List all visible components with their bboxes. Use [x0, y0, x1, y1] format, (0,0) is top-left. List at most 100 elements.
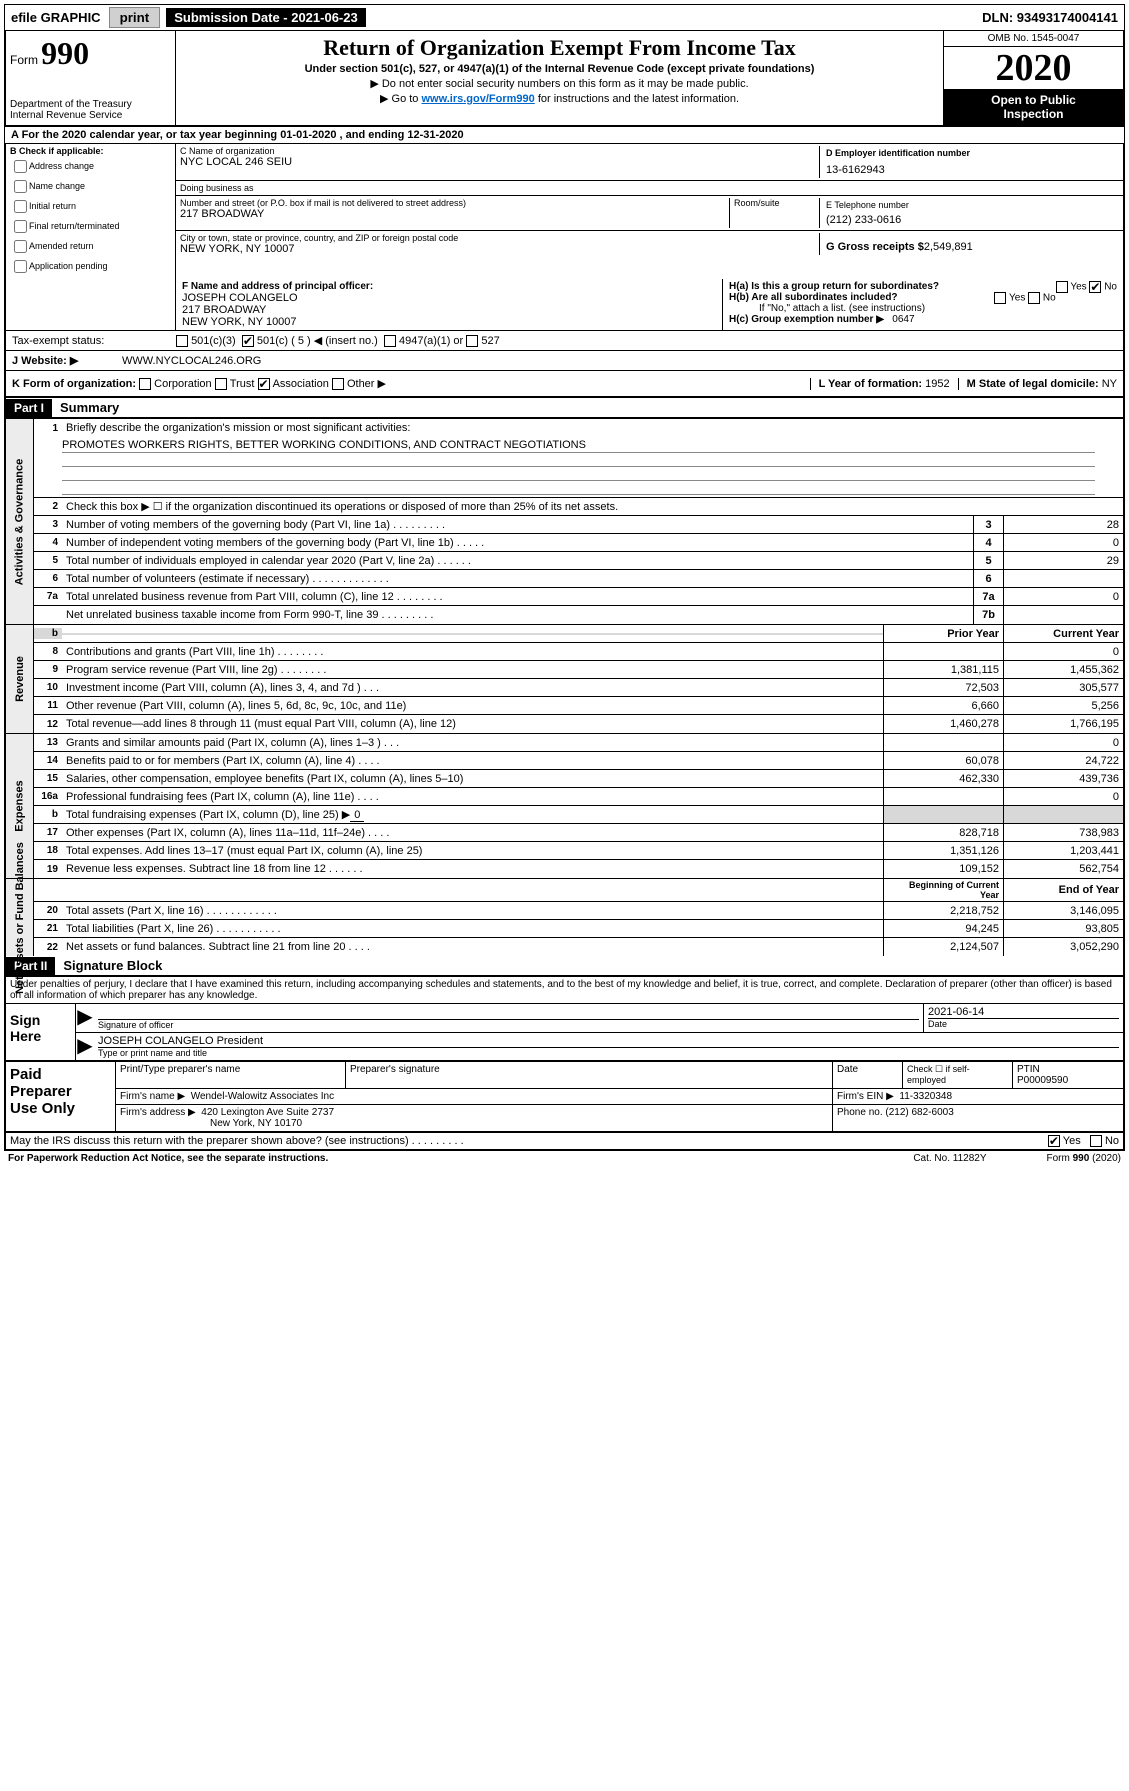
- website-value: WWW.NYCLOCAL246.ORG: [122, 355, 261, 367]
- v5: 29: [1003, 552, 1123, 569]
- p17: 828,718: [883, 824, 1003, 841]
- v4: 0: [1003, 534, 1123, 551]
- c13: 0: [1003, 734, 1123, 751]
- k-label: K Form of organization:: [12, 378, 136, 390]
- l16b: Total fundraising expenses (Part IX, col…: [62, 807, 883, 822]
- cb-final[interactable]: Final return/terminated: [10, 217, 171, 236]
- prior-hdr: Prior Year: [883, 625, 1003, 642]
- footer-mid: Cat. No. 11282Y: [913, 1153, 986, 1164]
- form-number: 990: [41, 35, 89, 71]
- l8: Contributions and grants (Part VIII, lin…: [62, 645, 883, 659]
- note-ssn: ▶ Do not enter social security numbers o…: [182, 77, 937, 90]
- sect-governance: Activities & Governance 1 Briefly descri…: [4, 419, 1125, 625]
- side-netassets: Net Assets or Fund Balances: [6, 879, 34, 956]
- l12: Total revenue—add lines 8 through 11 (mu…: [62, 717, 883, 731]
- sig-arrow-icon: ▶: [76, 1004, 94, 1032]
- firm-phone: (212) 682-6003: [885, 1107, 953, 1118]
- box-cd: C Name of organization NYC LOCAL 246 SEI…: [176, 144, 1123, 279]
- p14: 60,078: [883, 752, 1003, 769]
- irs-link[interactable]: www.irs.gov/Form990: [421, 93, 534, 105]
- c15: 439,736: [1003, 770, 1123, 787]
- prep-h3: Date: [833, 1062, 903, 1088]
- period-row: A For the 2020 calendar year, or tax yea…: [4, 127, 1125, 144]
- v3: 28: [1003, 516, 1123, 533]
- l18: Total expenses. Add lines 13–17 (must eq…: [62, 844, 883, 858]
- v6: [1003, 570, 1123, 587]
- website-row: J Website: ▶ WWW.NYCLOCAL246.ORG: [4, 351, 1125, 371]
- l17: Other expenses (Part IX, column (A), lin…: [62, 826, 883, 840]
- l19: Revenue less expenses. Subtract line 18 …: [62, 862, 883, 876]
- sign-here-label: Sign Here: [6, 1004, 76, 1060]
- city-row: City or town, state or province, country…: [176, 231, 1123, 257]
- l16a: Professional fundraising fees (Part IX, …: [62, 790, 883, 804]
- side-governance: Activities & Governance: [6, 419, 34, 624]
- l11: Other revenue (Part VIII, column (A), li…: [62, 699, 883, 713]
- city-label: City or town, state or province, country…: [180, 233, 819, 243]
- sig-date-val: 2021-06-14: [928, 1006, 1119, 1019]
- part1-hdr: Part I: [6, 399, 52, 417]
- part1-title: Summary: [52, 398, 127, 417]
- p9: 1,381,115: [883, 661, 1003, 678]
- cb-name[interactable]: Name change: [10, 177, 171, 196]
- c20: 3,146,095: [1003, 902, 1123, 919]
- form-word: Form: [10, 53, 38, 67]
- l20: Total assets (Part X, line 16) . . . . .…: [62, 904, 883, 918]
- info-grid: B Check if applicable: Address change Na…: [4, 144, 1125, 279]
- l1-desc: Briefly describe the organization's miss…: [62, 421, 1123, 435]
- l7a: Total unrelated business revenue from Pa…: [62, 590, 973, 604]
- city-value: NEW YORK, NY 10007: [180, 243, 819, 255]
- e-label: E Telephone number: [826, 200, 1113, 210]
- c9: 1,455,362: [1003, 661, 1123, 678]
- prep-h1: Print/Type preparer's name: [116, 1062, 346, 1088]
- header-left: Form 990 Department of the Treasury Inte…: [6, 31, 176, 125]
- d-label: D Employer identification number: [826, 148, 1113, 158]
- v7b: [1003, 606, 1123, 624]
- p16a: [883, 788, 1003, 805]
- part2-row: Part II Signature Block: [4, 956, 1125, 977]
- l22: Net assets or fund balances. Subtract li…: [62, 940, 883, 954]
- discuss-row: May the IRS discuss this return with the…: [4, 1133, 1125, 1149]
- cb-address[interactable]: Address change: [10, 157, 171, 176]
- p11: 6,660: [883, 697, 1003, 714]
- c16a: 0: [1003, 788, 1123, 805]
- l14: Benefits paid to or for members (Part IX…: [62, 754, 883, 768]
- cb-pending[interactable]: Application pending: [10, 257, 171, 276]
- p22: 2,124,507: [883, 938, 1003, 956]
- officer-addr1: 217 BROADWAY: [182, 304, 716, 316]
- phone-value: (212) 233-0616: [826, 214, 1113, 226]
- current-hdr: Current Year: [1003, 625, 1123, 642]
- firm-addr2: New York, NY 10170: [120, 1118, 302, 1129]
- officer-name-title: JOSEPH COLANGELO President: [98, 1035, 1119, 1048]
- k-assoc: Association: [273, 378, 329, 390]
- c18: 1,203,441: [1003, 842, 1123, 859]
- form-title: Return of Organization Exempt From Incom…: [182, 35, 937, 61]
- tax-status-row: Tax-exempt status: 501(c)(3) 501(c) ( 5 …: [4, 331, 1125, 351]
- submission-date: Submission Date - 2021-06-23: [166, 8, 366, 27]
- sect-revenue: Revenue bPrior YearCurrent Year 8Contrib…: [4, 625, 1125, 734]
- discuss-q: May the IRS discuss this return with the…: [10, 1135, 464, 1147]
- note-link: ▶ Go to www.irs.gov/Form990 for instruct…: [182, 92, 937, 105]
- firm-addr1: 420 Lexington Ave Suite 2737: [201, 1107, 334, 1118]
- sect-expenses: Expenses 13Grants and similar amounts pa…: [4, 734, 1125, 879]
- l5: Total number of individuals employed in …: [62, 554, 973, 568]
- h-b: H(b) Are all subordinates included? Yes …: [729, 292, 1117, 303]
- j-label: J Website: ▶: [12, 354, 122, 367]
- side-revenue: Revenue: [6, 625, 34, 733]
- l10: Investment income (Part VIII, column (A)…: [62, 681, 883, 695]
- print-button[interactable]: print: [109, 7, 161, 28]
- note2a: ▶ Go to: [380, 93, 421, 105]
- cb-initial[interactable]: Initial return: [10, 197, 171, 216]
- p15: 462,330: [883, 770, 1003, 787]
- officer-addr2: NEW YORK, NY 10007: [182, 316, 716, 328]
- prep-h4a: Check ☐ if self-employed: [903, 1062, 1013, 1088]
- cb-amended[interactable]: Amended return: [10, 237, 171, 256]
- c-label: C Name of organization: [180, 146, 819, 156]
- officer-name: JOSEPH COLANGELO: [182, 292, 716, 304]
- form-subtitle: Under section 501(c), 527, or 4947(a)(1)…: [182, 63, 937, 75]
- p12: 1,460,278: [883, 715, 1003, 733]
- dba-label: Doing business as: [180, 183, 819, 193]
- officer-name-label: Type or print name and title: [98, 1048, 1119, 1058]
- org-name: NYC LOCAL 246 SEIU: [180, 156, 819, 168]
- part2-title: Signature Block: [55, 956, 170, 975]
- efile-label: efile GRAPHIC: [5, 8, 107, 27]
